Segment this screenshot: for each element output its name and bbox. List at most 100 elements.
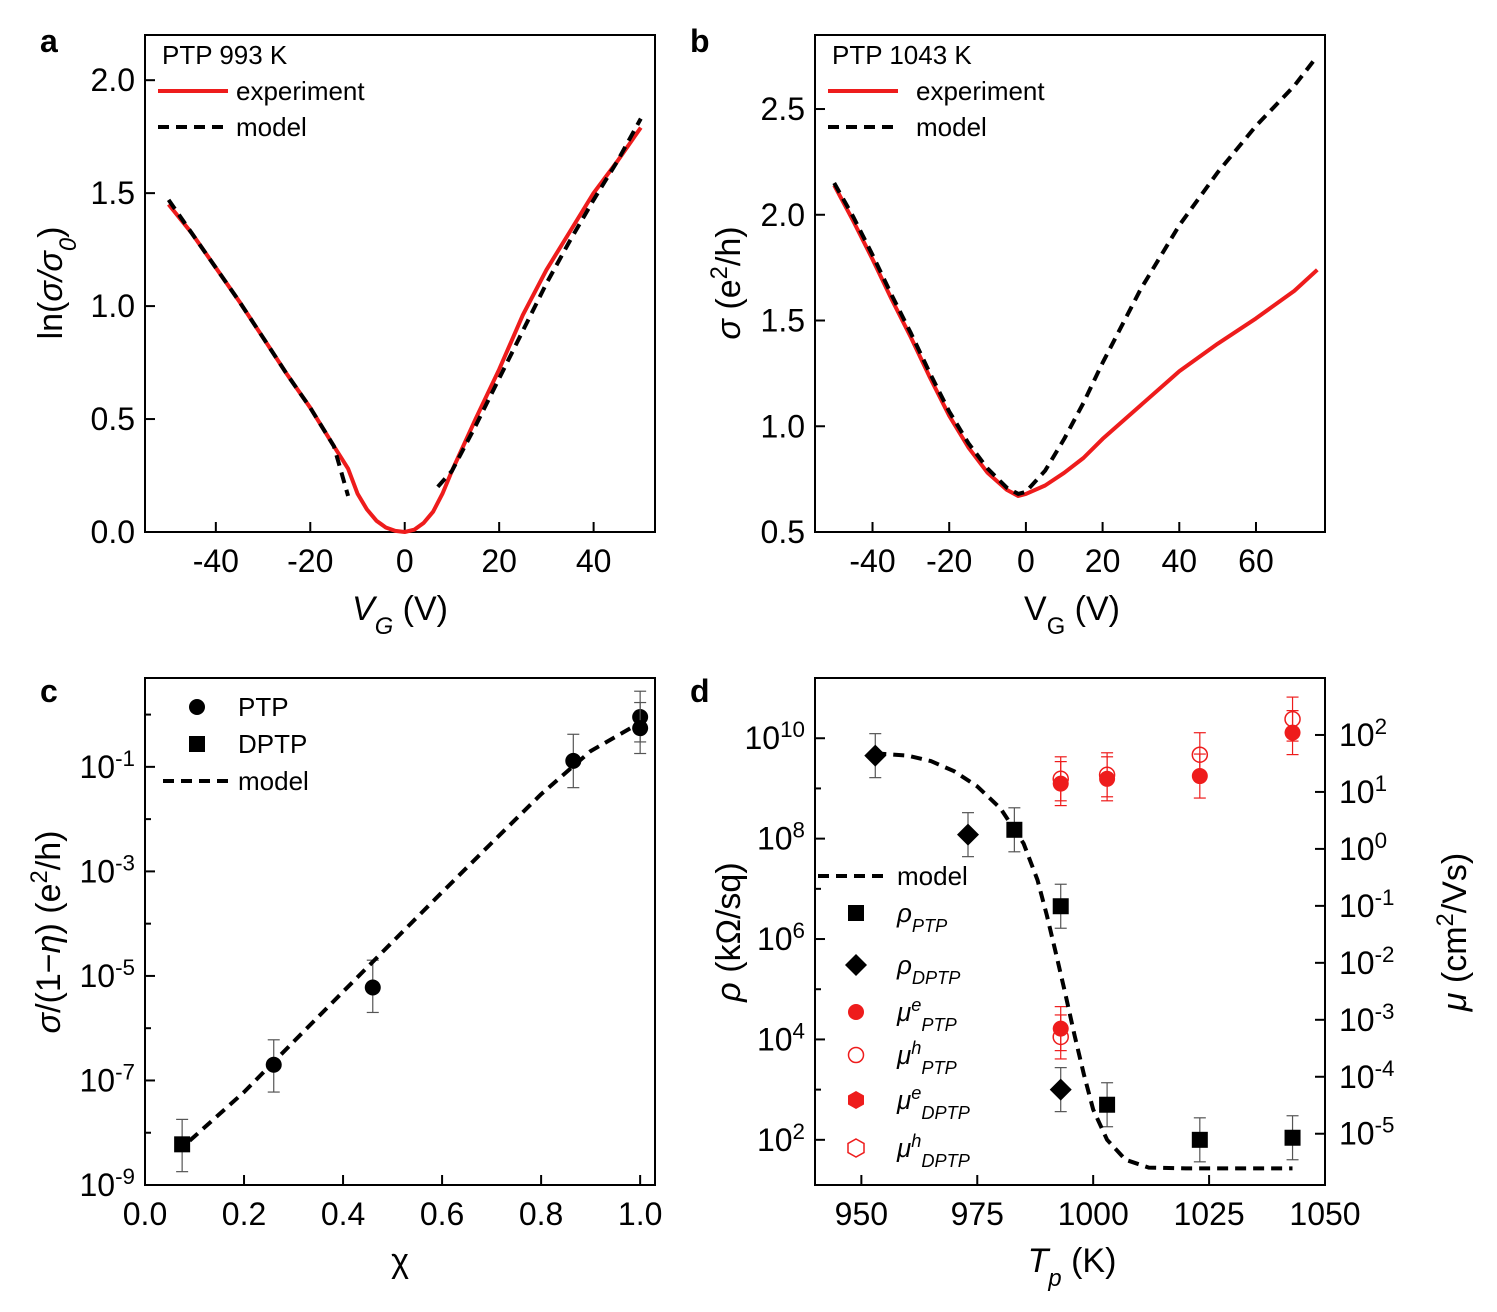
- d-legend-mu-e-ptp: μePTP: [896, 995, 958, 1035]
- d-yr-tick-label-base: 10: [1339, 1059, 1375, 1095]
- d-yr-tick-label-exp: -1: [1375, 884, 1395, 909]
- d-x-tick-label: 975: [951, 1196, 1004, 1232]
- b-series-experiment: [832, 184, 1319, 498]
- b-ylabel-part: σ: [710, 318, 748, 340]
- d-point-mu-h-ptp: [1098, 766, 1116, 784]
- d-yl-tick-label-base: 10: [745, 720, 781, 756]
- b-series-model: [832, 54, 1319, 496]
- d-legend-rho-ptp-part: PTP: [912, 916, 948, 936]
- b-ylabel-part: /h): [710, 226, 748, 266]
- c-point-ptp: [632, 720, 649, 737]
- d-legend-mu-h-ptp-part: μ: [896, 1040, 911, 1070]
- b-y-tick-label: 0.5: [761, 514, 805, 550]
- d-legend-mu-e-ptp-part: e: [911, 995, 921, 1015]
- a-ylabel-part: ln(: [32, 301, 70, 339]
- c-xlabel: χ: [391, 1242, 409, 1280]
- d-legend-mu-e-dptp: μeDPTP: [896, 1083, 971, 1123]
- a-series-experiment: [167, 126, 643, 534]
- b-y-tick-label: 2.5: [761, 91, 805, 127]
- d-xlabel-part: (K): [1062, 1242, 1117, 1280]
- d-ylabel-right-part: /Vs): [1436, 853, 1474, 913]
- c-y-tick-label-exp: -5: [115, 954, 135, 979]
- d-legend-mu-e-dptp-part: μ: [896, 1085, 911, 1115]
- a-y-tick-label: 1.5: [91, 175, 135, 211]
- d-yr-tick-label-exp: -3: [1375, 998, 1395, 1023]
- d-legend-mu-h-dptp-part: h: [911, 1131, 921, 1151]
- panel-label-a: a: [40, 23, 58, 59]
- c-x-tick-label: 0.0: [123, 1196, 167, 1232]
- d-yr-tick-label: 10-4: [1339, 1055, 1395, 1095]
- c-y-tick-label: 10-5: [79, 954, 135, 994]
- a-y-tick-label: 0.0: [91, 514, 135, 550]
- c-legend-dptp-marker: [189, 736, 205, 752]
- d-legend-mu-h-dptp-part: μ: [896, 1133, 911, 1163]
- c-ylabel-part: η: [30, 934, 68, 953]
- d-legend-rho-dptp-part: DPTP: [912, 968, 961, 988]
- a-x-tick-label: 20: [481, 543, 517, 579]
- d-yr-tick-label-base: 10: [1339, 1002, 1375, 1038]
- d-ylabel-right-part: (cm: [1436, 926, 1474, 992]
- a-y-tick-label: 1.0: [91, 288, 135, 324]
- a-xlabel: VG (V): [352, 590, 448, 640]
- c-point-dptp: [174, 1136, 191, 1153]
- d-ylabel-right: μ (cm2/Vs): [1432, 853, 1475, 1012]
- c-ylabel-part: /(1−: [30, 953, 68, 1013]
- b-y-tick-label: 2.0: [761, 197, 805, 233]
- d-legend-mu-h-ptp-marker: [847, 1046, 865, 1064]
- d-point-rho-ptp: [1191, 1131, 1208, 1148]
- c-legend-ptp-marker: [189, 699, 205, 715]
- c-y-tick-label-base: 10: [79, 958, 115, 994]
- d-legend-mu-h-ptp: μhPTP: [896, 1038, 958, 1078]
- b-xlabel-part: G: [1047, 613, 1066, 640]
- d-point-mu-h-ptp: [1052, 1028, 1069, 1046]
- c-x-tick-label: 0.4: [321, 1196, 365, 1232]
- d-point-rho-ptp: [1284, 1129, 1301, 1146]
- d-x-tick-label: 1025: [1173, 1196, 1244, 1232]
- b-x-tick-label: 60: [1238, 543, 1274, 579]
- d-yr-tick-label-base: 10: [1339, 945, 1375, 981]
- d-yl-tick-label: 102: [757, 1118, 805, 1158]
- b-y-tick-label: 1.5: [761, 303, 805, 339]
- d-yr-tick-label-base: 10: [1339, 774, 1375, 810]
- panel-a: -40 -20 0 20 40 0.0 0.5 1.0 1.5 2.0 PTP 993 K exper…: [32, 34, 656, 640]
- d-legend-rho-ptp-marker: [848, 905, 864, 921]
- d-legend-rho-dptp-marker: [845, 954, 867, 976]
- d-point-mu-h-ptp: [1191, 746, 1209, 763]
- d-point-mu-h-ptp: [1052, 770, 1069, 788]
- b-xlabel-part: V: [1024, 590, 1047, 628]
- c-point-ptp: [364, 979, 381, 996]
- d-yr-tick-label: 10-5: [1339, 1112, 1395, 1152]
- c-y-tick-label-exp: -7: [115, 1059, 135, 1084]
- panel-c: 0.0 0.2 0.4 0.6 0.8 1.010-910-710-510-310-1PT…: [26, 677, 662, 1280]
- d-legend-rho-dptp: ρDPTP: [896, 950, 961, 988]
- c-legend-dptp: DPTP: [238, 729, 307, 759]
- d-legend-model: model: [897, 861, 968, 891]
- a-ylabel-part: ): [32, 227, 70, 238]
- d-yl-tick-label-exp: 10: [780, 717, 805, 742]
- a-ylabel: ln(σ/σ0): [32, 227, 82, 340]
- b-xlabel-part: (V): [1065, 590, 1120, 628]
- d-yr-tick-label-base: 10: [1339, 888, 1375, 924]
- d-yr-tick-label-exp: 0: [1375, 827, 1387, 852]
- d-point-mu-h-ptp: [1284, 710, 1301, 728]
- d-point-rho-ptp: [1099, 1096, 1116, 1113]
- d-ylabel-left-part: ρ: [710, 982, 748, 1002]
- c-y-tick-label-base: 10: [79, 1062, 115, 1098]
- a-legend-experiment: experiment: [236, 76, 365, 106]
- d-legend-mu-e-ptp-part: PTP: [921, 1015, 957, 1035]
- d-point-rho-ptp: [1052, 898, 1069, 915]
- a-series-model: [436, 117, 643, 489]
- d-yl-tick-label-exp: 2: [793, 1118, 805, 1143]
- d-yr-tick-label-exp: -4: [1375, 1055, 1395, 1080]
- d-yr-tick-label-exp: 1: [1375, 770, 1387, 795]
- c-ylabel-part: ) (e: [30, 883, 68, 934]
- d-yl-tick-label: 104: [757, 1018, 805, 1058]
- a-xlabel-part: V: [352, 590, 378, 628]
- panel-label-c: c: [40, 673, 58, 709]
- d-yr-tick-label: 10-1: [1339, 884, 1395, 924]
- plot-frame: [144, 34, 656, 533]
- a-legend-model: model: [236, 112, 307, 142]
- d-yr-tick-label: 10-3: [1339, 998, 1395, 1038]
- b-x-tick-label: -20: [926, 543, 972, 579]
